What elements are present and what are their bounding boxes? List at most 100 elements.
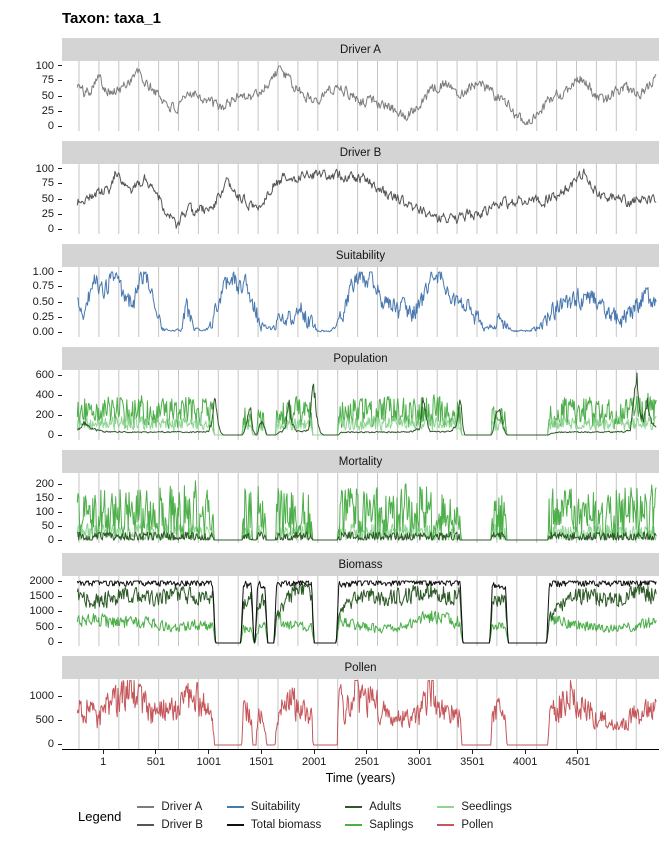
- y-tick-label: 0: [47, 222, 54, 235]
- y-tick-label: 500: [35, 620, 54, 633]
- y-axis-driver-a: 0 25 50 75 100: [0, 59, 62, 132]
- series-line-saplings: [76, 480, 657, 541]
- facet-strip-mortality: Mortality: [62, 450, 659, 473]
- legend-entry-total-biomass: Total biomass: [226, 819, 321, 831]
- plot-area-population: [76, 370, 657, 440]
- y-tick-mark: [58, 198, 62, 200]
- y-tick-mark: [58, 228, 62, 230]
- y-tick-mark: [58, 95, 62, 97]
- y-tick-mark: [58, 110, 62, 112]
- y-tick-mark: [58, 511, 62, 513]
- legend-key-icon: [226, 824, 244, 826]
- y-tick-mark: [58, 434, 62, 436]
- y-tick-mark: [58, 183, 62, 185]
- panel-gridlines: [78, 164, 637, 234]
- plot-area-mortality: [76, 473, 657, 543]
- x-tick-mark: [577, 750, 579, 754]
- panel-pollen: Pollen 0 500 1000: [0, 656, 672, 751]
- y-tick-label: 2000: [29, 574, 54, 587]
- y-tick-label: 1500: [29, 589, 54, 602]
- series-line-adults: [77, 372, 657, 436]
- x-tick-mark: [313, 750, 315, 754]
- y-tick-label: 0.25: [32, 310, 54, 323]
- panel-suitability: Suitability 0.00 0.25 0.50 0.75 1.00: [0, 244, 672, 337]
- series-line-pollen: [76, 680, 657, 746]
- legend-title: Legend: [78, 808, 122, 824]
- y-tick-label: 0.00: [32, 325, 54, 338]
- y-tick-mark: [58, 65, 62, 67]
- y-tick-label: 100: [35, 59, 54, 72]
- legend-key-icon: [437, 824, 455, 826]
- y-tick-label: 50: [41, 519, 54, 532]
- facet-strip-suitability: Suitability: [62, 244, 659, 267]
- y-tick-mark: [58, 744, 62, 746]
- x-tick-label: 4501: [565, 756, 591, 768]
- x-tick-label: 1501: [249, 756, 274, 768]
- y-tick-label: 200: [35, 408, 54, 421]
- facet-strip-pollen: Pollen: [62, 656, 659, 679]
- x-tick-label: 1: [100, 756, 107, 768]
- legend-entry-saplings: Saplings: [345, 819, 413, 831]
- y-tick-label: 0: [47, 636, 54, 649]
- facet-strip-label: Driver A: [340, 43, 381, 56]
- facet-strip-population: Population: [62, 347, 659, 370]
- x-tick-label: 2001: [301, 756, 327, 768]
- x-axis-line: [62, 749, 659, 750]
- panel-population: Population 0 200 400 600: [0, 347, 672, 440]
- legend-key-icon: [345, 806, 363, 808]
- x-tick-mark: [208, 750, 210, 754]
- y-tick-label: 200: [35, 478, 54, 491]
- y-tick-label: 1000: [29, 689, 54, 702]
- legend-entry-label: Seedlings: [461, 801, 512, 813]
- legend-key-icon: [345, 824, 363, 826]
- y-axis-suitability: 0.00 0.25 0.50 0.75 1.00: [0, 266, 62, 338]
- legend-entries: Driver A Driver B Suitability Total biomass…: [137, 801, 512, 831]
- x-axis: 1 501 1001 1501 2001 2501 3001 3501 4001 4501 Tim…: [62, 749, 659, 789]
- plot-area-suitability: [76, 267, 657, 337]
- y-tick-mark: [58, 611, 62, 613]
- y-tick-mark: [58, 374, 62, 376]
- panel-gridlines: [78, 576, 637, 646]
- facet-strip-label: Driver B: [339, 146, 382, 159]
- y-tick-label: 100: [35, 162, 54, 175]
- y-tick-mark: [58, 316, 62, 318]
- y-tick-label: 0.50: [32, 295, 54, 308]
- legend-entry-label: Suitability: [250, 801, 301, 813]
- legend-entry-label: Driver A: [161, 801, 203, 813]
- series-line-seedlings: [76, 415, 657, 436]
- y-tick-mark: [58, 484, 62, 486]
- plot-area-driver-b: [76, 164, 657, 234]
- y-tick-label: 0: [47, 533, 54, 546]
- facet-strip-label: Biomass: [338, 558, 383, 571]
- legend-entry-driver-a: Driver A: [137, 801, 203, 813]
- y-axis-population: 0 200 400 600: [0, 369, 62, 440]
- legend-entry-pollen: Pollen: [437, 819, 512, 831]
- legend-key-icon: [137, 806, 155, 808]
- x-tick-mark: [366, 750, 368, 754]
- facet-strip-label: Suitability: [335, 249, 386, 262]
- x-tick-label: 501: [146, 756, 166, 768]
- facet-strip-biomass: Biomass: [62, 553, 659, 576]
- panel-driver-a: Driver A 0 25 50 75 100: [0, 38, 672, 131]
- x-tick-label: 2501: [354, 756, 380, 768]
- y-tick-mark: [58, 498, 62, 500]
- y-tick-mark: [58, 695, 62, 697]
- series-line-suitability: [76, 271, 657, 333]
- legend-key-icon: [137, 824, 155, 826]
- series-line-saplings: [76, 392, 657, 436]
- y-tick-mark: [58, 271, 62, 273]
- series-line-adults: [76, 531, 657, 541]
- x-tick-mark: [419, 750, 421, 754]
- y-tick-label: 75: [41, 74, 54, 87]
- legend-entry-label: Saplings: [369, 819, 414, 831]
- y-tick-label: 100: [35, 505, 54, 518]
- series-line-adults: [76, 583, 657, 644]
- y-tick-label: 0: [47, 738, 54, 751]
- facet-strip-label: Pollen: [344, 661, 377, 674]
- series-line-total-biomass: [76, 580, 657, 644]
- x-tick-label: 3501: [460, 756, 485, 768]
- legend-key-icon: [226, 806, 244, 808]
- y-tick-mark: [58, 80, 62, 82]
- y-tick-label: 0: [47, 119, 54, 132]
